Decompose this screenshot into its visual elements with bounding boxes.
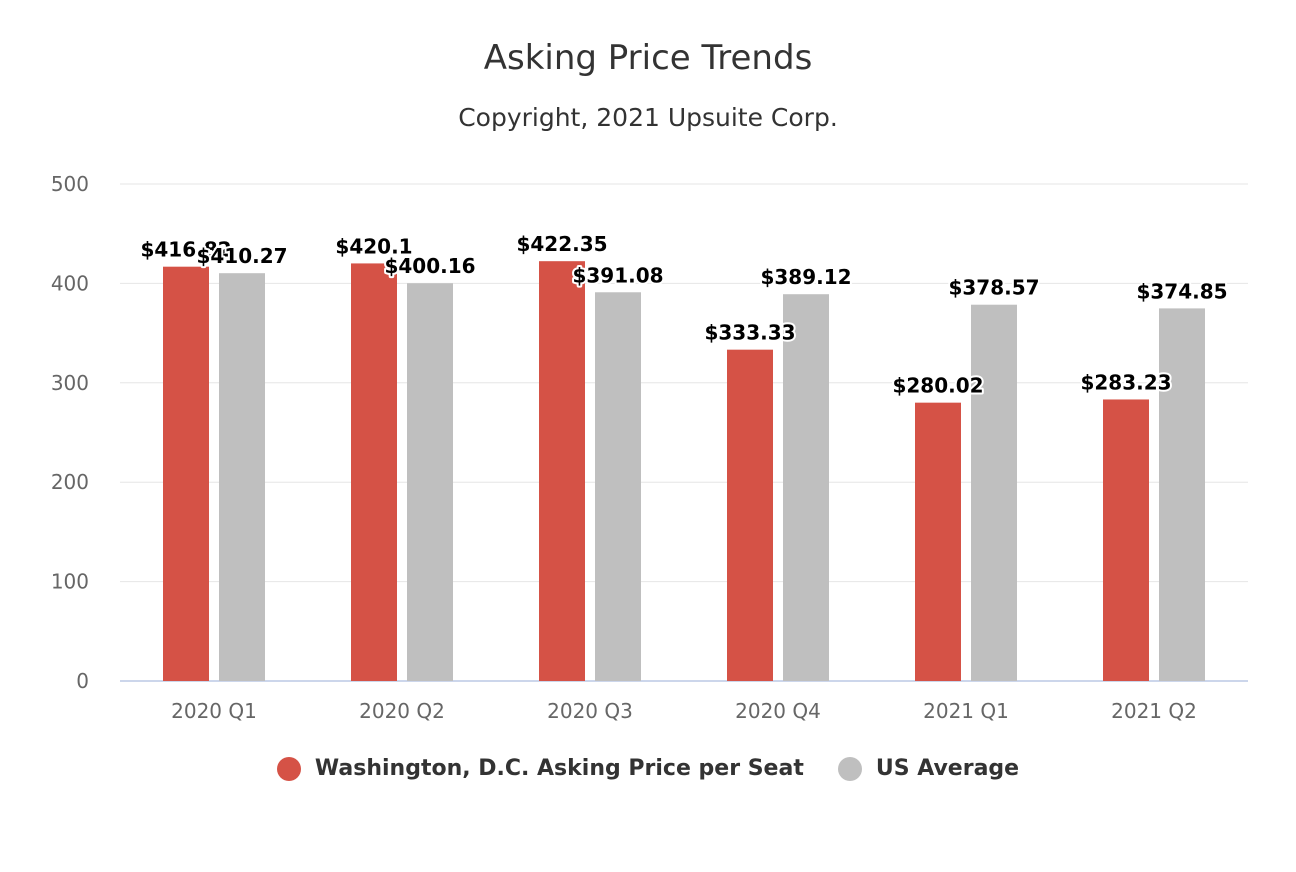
bar (351, 263, 397, 681)
x-tick-label: 2020 Q4 (735, 699, 821, 723)
legend-item-washington[interactable]: Washington, D.C. Asking Price per Seat (276, 756, 804, 781)
bar (407, 283, 453, 681)
legend-swatch-us-average (837, 756, 862, 781)
y-tick-label: 300 (51, 371, 89, 395)
data-label: $400.16 (384, 254, 475, 278)
data-label: $283.23 (1080, 370, 1171, 394)
data-label: $374.85 (1136, 279, 1227, 303)
data-label: $410.27 (196, 244, 287, 268)
x-tick-label: 2020 Q3 (547, 699, 633, 723)
x-tick-label: 2020 Q1 (171, 699, 257, 723)
data-label: $391.08 (572, 263, 663, 287)
x-tick-label: 2021 Q1 (923, 699, 1009, 723)
data-label: $280.02 (892, 374, 983, 398)
bar-chart: 0 100 200 300 400 500 $416.82 $420.1 $422.35 $333… (51, 172, 1248, 723)
bar (219, 273, 265, 681)
bar (915, 402, 961, 681)
data-label: $420.1 (335, 234, 412, 258)
bar (1103, 399, 1149, 681)
legend-label-washington: Washington, D.C. Asking Price per Seat (314, 756, 804, 781)
data-label: $333.33 (704, 321, 795, 345)
legend: Washington, D.C. Asking Price per Seat U… (0, 756, 1296, 781)
bar (1159, 308, 1205, 681)
bar (971, 304, 1017, 681)
bar (539, 261, 585, 681)
y-tick-label: 100 (51, 570, 89, 594)
legend-item-us-average[interactable]: US Average (837, 756, 1020, 781)
legend-swatch-washington (276, 756, 301, 781)
bar (163, 266, 209, 681)
chart-subtitle: Copyright, 2021 Upsuite Corp. (458, 103, 838, 132)
data-label: $422.35 (516, 232, 607, 256)
bar (595, 292, 641, 681)
y-tick-label: 400 (51, 271, 89, 295)
x-tick-label: 2021 Q2 (1111, 699, 1197, 723)
legend-label-us-average: US Average (875, 756, 1020, 781)
data-label: $378.57 (948, 276, 1039, 300)
data-label: $389.12 (760, 265, 851, 289)
data-label: $416.82 (140, 238, 231, 262)
chart-title: Asking Price Trends (483, 38, 813, 78)
y-tick-label: 500 (51, 172, 89, 196)
y-tick-label: 200 (51, 470, 89, 494)
bar (783, 294, 829, 681)
bar (727, 349, 773, 681)
y-tick-label: 0 (76, 669, 89, 693)
x-tick-label: 2020 Q2 (359, 699, 445, 723)
